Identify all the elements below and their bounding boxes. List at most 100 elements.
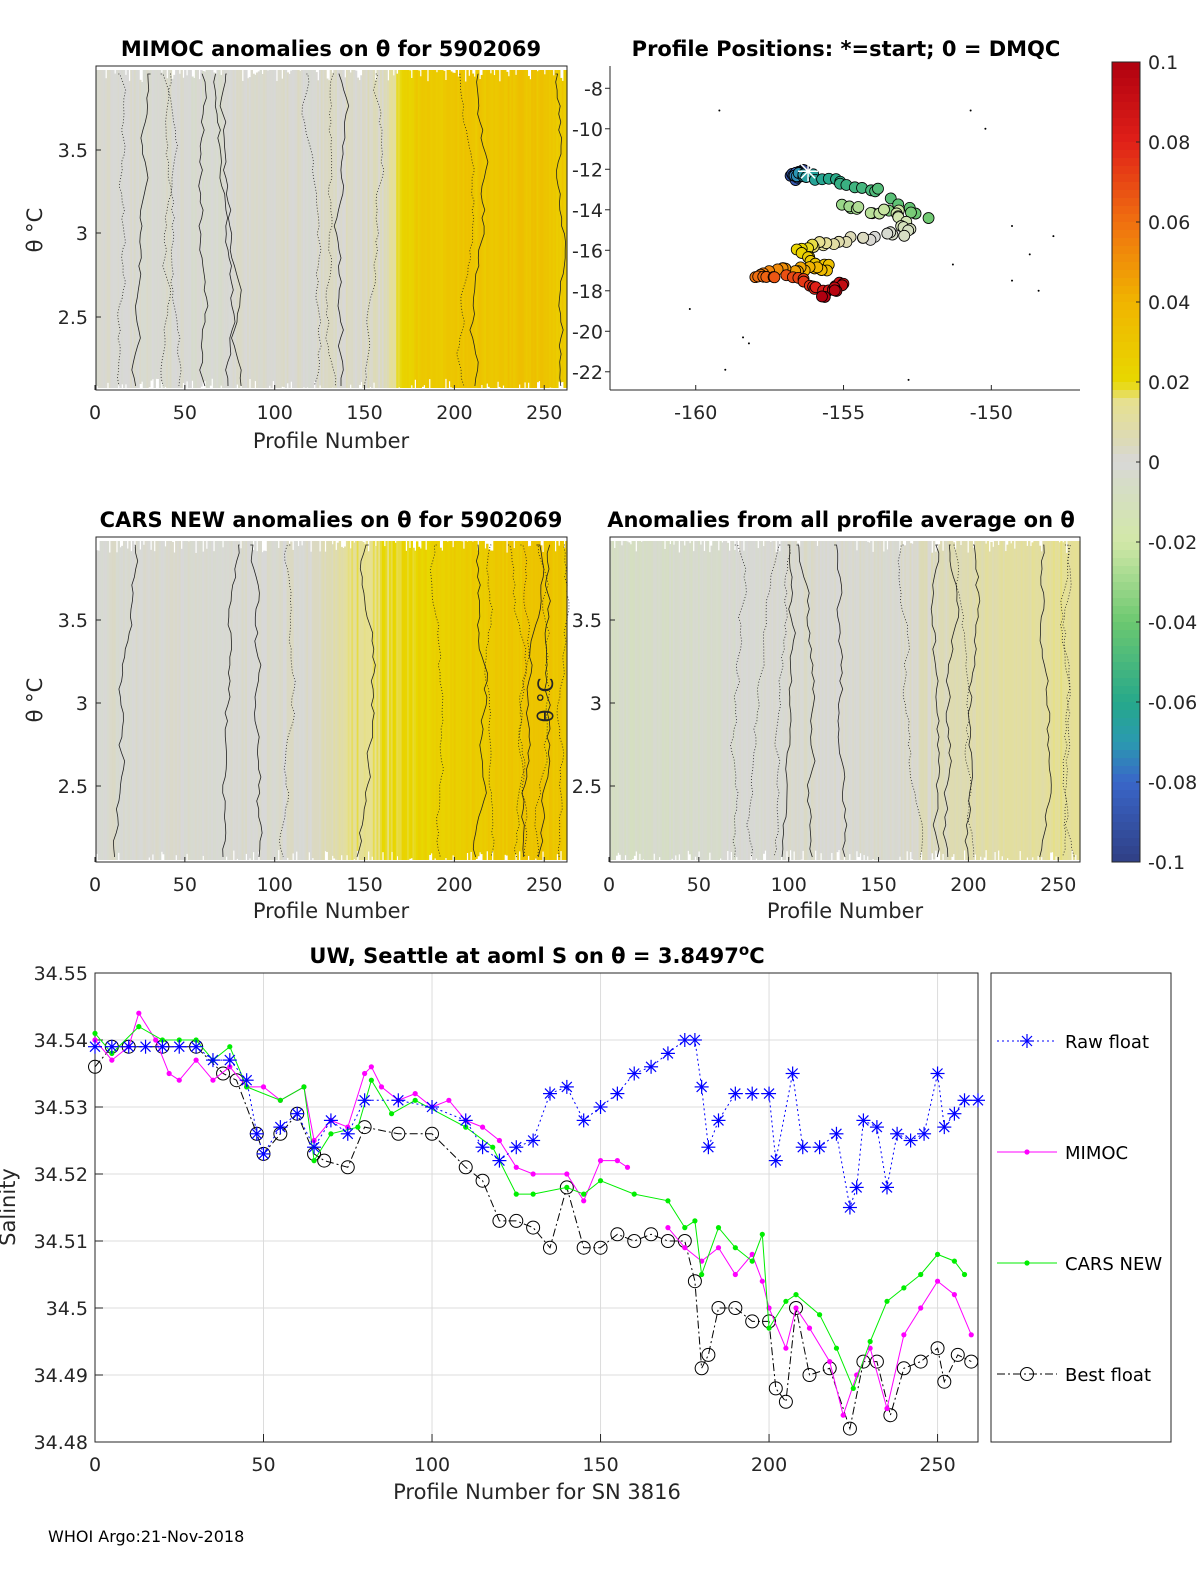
raw-float-point: [662, 1047, 674, 1059]
mimoc-heatmap-cell: [381, 70, 385, 388]
best-float-point: [216, 1066, 231, 1081]
allavg-heatmap-cell: [990, 541, 993, 860]
mimoc-heatmap-cell: [324, 70, 327, 388]
colorbar-segment: [1112, 638, 1140, 647]
profile-position-point: [816, 290, 828, 303]
legend-raw-float-label: Raw float: [1065, 1032, 1149, 1053]
cars-heatmap-cell: [371, 541, 374, 857]
raw-float-point: [224, 1054, 236, 1066]
legend-mimoc-label: MIMOC: [1065, 1143, 1128, 1164]
cars-heatmap-cell: [552, 541, 556, 860]
allavg-heatmap-cell: [943, 541, 947, 860]
allavg-heatmap-cell: [857, 541, 860, 858]
cars-new-point: [884, 1298, 890, 1304]
cars-heatmap-cell: [369, 541, 372, 860]
allavg-heatmap-cell: [1056, 541, 1060, 860]
cars-new-point: [692, 1218, 698, 1224]
mimoc-point: [624, 1164, 631, 1170]
mimoc-heatmap-cell: [543, 74, 547, 389]
mimoc-heatmap-cell: [414, 70, 417, 380]
colorbar-segment: [1112, 366, 1140, 375]
mimoc-heatmap-cell: [309, 70, 313, 388]
mimoc-heatmap-cell: [317, 80, 320, 388]
mimoc-heatmap-cell: [115, 70, 119, 388]
allavg-heatmap-cell: [726, 542, 729, 851]
mimoc-heatmap-cell: [221, 70, 225, 388]
cars-heatmap-cell: [554, 551, 557, 860]
mimoc-heatmap-cell: [135, 70, 138, 388]
cars-heatmap-cell: [293, 541, 297, 860]
mimoc-heatmap-cell: [511, 70, 514, 388]
cars-heatmap-cell: [390, 541, 394, 852]
mimoc-heatmap-cell: [108, 70, 111, 388]
mimoc-heatmap-cell: [110, 70, 113, 388]
mimoc-heatmap-cell: [175, 70, 178, 388]
cars-heatmap-cell: [250, 541, 254, 860]
allavg-heatmap-cell: [927, 541, 930, 860]
cars-new-point: [227, 1044, 233, 1050]
mimoc-heatmap-cell: [169, 70, 173, 388]
colorbar-segment: [1112, 166, 1140, 175]
cars-heatmap-cell: [487, 549, 491, 860]
mimoc-point: [193, 1057, 199, 1063]
colorbar-segment: [1112, 70, 1140, 79]
mimoc-heatmap-cell: [128, 80, 131, 389]
allavg-heatmap-cell: [1038, 545, 1042, 860]
positions-title: Profile Positions: *=start; 0 = DMQC: [632, 37, 1061, 61]
mimoc-point: [968, 1332, 974, 1338]
raw-float-point: [831, 1128, 842, 1140]
allavg-heatmap-cell: [640, 541, 643, 860]
raw-float-point: [258, 1148, 269, 1160]
salinity-axes: [94, 972, 979, 1443]
allavg-heatmap-cell: [610, 541, 613, 860]
allavg-heatmap-cell: [911, 543, 914, 860]
mimoc-heatmap-cell: [430, 70, 433, 388]
cars-heatmap-cell: [489, 550, 493, 860]
allavg-heatmap-cell: [859, 541, 862, 854]
cars-new-point: [301, 1084, 307, 1090]
allavg-heatmap-cell: [986, 541, 990, 860]
mimoc-heatmap-cell: [514, 74, 518, 389]
mimoc-heatmap-cell: [563, 70, 566, 388]
colorbar-tick-label: -0.08: [1148, 772, 1197, 794]
allavg-heatmap-cell: [769, 541, 773, 860]
mimoc-heatmap-cell: [245, 70, 248, 388]
coastline-island: [718, 109, 721, 112]
cars-heatmap-cell: [288, 543, 291, 860]
colorbar-segment: [1112, 158, 1140, 167]
mimoc-heatmap-cell: [534, 70, 538, 388]
colorbar-tick-label: 0: [1148, 452, 1160, 474]
colorbar-segment: [1112, 422, 1140, 431]
allavg-heatmap-cell: [723, 541, 726, 860]
mimoc-heatmap-cell: [387, 80, 390, 389]
allavg-heatmap-cell: [645, 541, 649, 860]
map-ytick-label: -16: [572, 240, 603, 262]
allavg-heatmap-cell: [974, 541, 977, 855]
mimoc-heatmap-cell: [505, 71, 509, 388]
best-float-point: [576, 1240, 591, 1255]
allavg-heatmap-xtick-label: 50: [687, 874, 711, 896]
mimoc-heatmap-ytick-label: 3.5: [58, 140, 88, 162]
cars-heatmap-cell: [531, 541, 534, 860]
mimoc-heatmap-cell: [142, 70, 146, 388]
allavg-heatmap-cell: [620, 545, 624, 860]
allavg-heatmap-cell: [1054, 541, 1058, 857]
best-float-point: [711, 1301, 726, 1315]
cars-heatmap-cell: [378, 541, 381, 860]
allavg-heatmap-cell: [719, 541, 722, 859]
allavg-heatmap-cell: [977, 541, 981, 860]
mimoc-point: [901, 1332, 907, 1338]
cars-heatmap-cell: [149, 549, 153, 860]
cars-heatmap-cell: [363, 543, 367, 860]
cars-new-point: [92, 1030, 98, 1036]
mimoc-heatmap-cell: [389, 70, 392, 388]
allavg-heatmap-cell: [963, 541, 966, 851]
mimoc-heatmap-cell: [270, 70, 273, 388]
allavg-heatmap-cell: [922, 541, 925, 860]
mimoc-heatmap-cell: [113, 73, 117, 388]
mimoc-heatmap-xtick-label: 0: [89, 402, 101, 424]
allavg-heatmap-cell: [809, 541, 812, 860]
mimoc-point: [840, 1412, 846, 1418]
mimoc-heatmap-xtick-label: 150: [346, 402, 382, 424]
legend-cars-new-label: CARS NEW: [1065, 1254, 1162, 1275]
